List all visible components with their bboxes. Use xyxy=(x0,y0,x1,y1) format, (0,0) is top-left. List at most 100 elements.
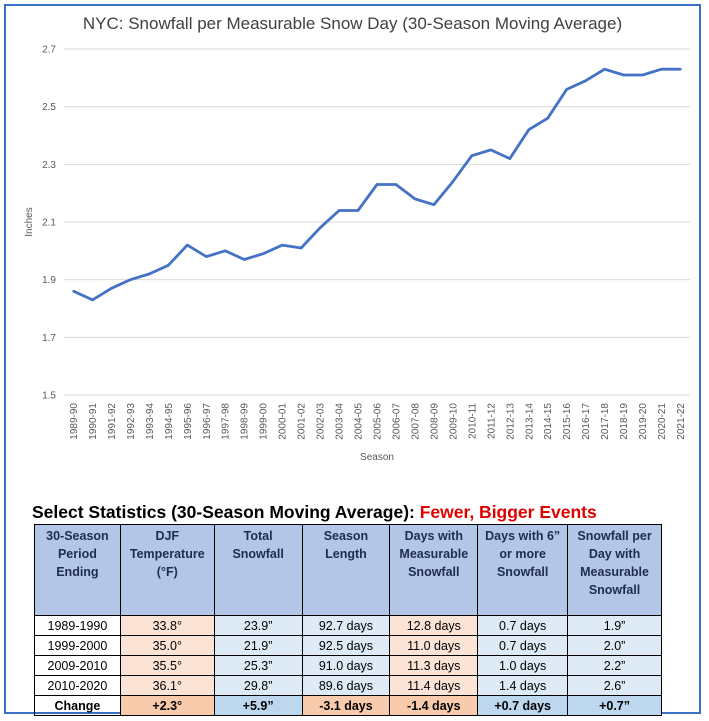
x-tick-label: 2008-09 xyxy=(429,403,440,440)
stats-title-main: Select Statistics (30-Season Moving Aver… xyxy=(32,502,420,522)
cell-days-6in: 1.4 days xyxy=(477,675,569,696)
change-row: Change +2.3° +5.9” -3.1 days -1.4 days +… xyxy=(34,695,662,716)
cell-change-total-snowfall: +5.9” xyxy=(213,695,303,716)
figure-frame: NYC: Snowfall per Measurable Snow Day (3… xyxy=(4,4,701,716)
data-point xyxy=(641,73,644,77)
x-tick-label: 2000-01 xyxy=(278,403,289,440)
header-period: 30-Season Period Ending xyxy=(34,524,121,616)
x-tick-label: 1992-93 xyxy=(126,403,137,440)
cell-temperature: 33.8° xyxy=(119,615,215,636)
x-tick-label: 2018-19 xyxy=(619,403,630,440)
x-tick-label: 2006-07 xyxy=(391,403,402,440)
cell-change-days-measurable: -1.4 days xyxy=(389,695,479,716)
data-point xyxy=(622,73,625,77)
header-days-6in: Days with 6” or more Snowfall xyxy=(477,524,569,616)
header-total-snowfall: Total Snowfall xyxy=(213,524,303,616)
cell-days-measurable: 11.4 days xyxy=(389,675,479,696)
header-days-measurable: Days with Measurable Snowfall xyxy=(389,524,479,616)
data-point xyxy=(129,278,132,281)
data-point xyxy=(584,79,587,82)
data-point xyxy=(261,252,265,255)
x-tick-label: 1996-97 xyxy=(202,403,213,440)
line-chart: 1.5 1.7 1.9 2.1 2.3 2.5 2.7 1989-90 1990-91 1991-… xyxy=(24,45,690,463)
data-point xyxy=(470,154,474,157)
x-tick-label: 1997-98 xyxy=(221,403,232,440)
data-point xyxy=(205,255,208,258)
cell-change-season-length: -3.1 days xyxy=(301,695,391,716)
x-tick-label: 2010-11 xyxy=(467,403,478,439)
x-tick-label: 2013-14 xyxy=(524,403,535,440)
x-tick-label: 2015-16 xyxy=(562,403,573,440)
data-point xyxy=(110,287,113,290)
data-point xyxy=(299,246,303,250)
data-point xyxy=(546,117,549,120)
data-point xyxy=(280,243,284,247)
table-row: 2010-2020 36.1° 29.8” 89.6 days 11.4 day… xyxy=(34,675,662,696)
cell-change-label: Change xyxy=(34,695,121,716)
chart-title: NYC: Snowfall per Measurable Snow Day (3… xyxy=(82,14,623,33)
y-axis-label: Inches xyxy=(24,207,35,236)
cell-season-length: 89.6 days xyxy=(301,675,391,696)
x-tick-label: 2002-03 xyxy=(316,403,327,440)
data-point xyxy=(413,197,417,201)
header-season-length: Season Length xyxy=(301,524,391,616)
data-point xyxy=(489,148,493,152)
cell-season-length: 91.0 days xyxy=(301,655,391,676)
x-axis-label: Season xyxy=(360,452,394,463)
cell-temperature: 36.1° xyxy=(119,675,215,696)
cell-temperature: 35.5° xyxy=(119,655,215,676)
cell-total-snowfall: 29.8” xyxy=(213,675,303,696)
cell-season-length: 92.5 days xyxy=(301,635,391,656)
cell-days-measurable: 11.0 days xyxy=(389,635,479,656)
data-point xyxy=(337,209,341,212)
cell-days-6in: 0.7 days xyxy=(477,635,569,656)
x-tick-label: 2001-02 xyxy=(297,403,308,440)
cell-days-6in: 0.7 days xyxy=(477,615,569,636)
cell-change-temperature: +2.3° xyxy=(119,695,215,716)
x-tick-label: 2020-21 xyxy=(657,403,668,440)
data-point xyxy=(356,209,360,212)
data-point xyxy=(508,157,511,160)
y-tick-label: 2.1 xyxy=(42,218,56,229)
x-tick-label: 1994-95 xyxy=(164,403,175,440)
cell-snowfall-per-day: 2.0” xyxy=(567,635,662,656)
data-point xyxy=(186,243,189,247)
data-point xyxy=(451,180,455,183)
x-tick-label: 2007-08 xyxy=(410,403,421,440)
y-tick-label: 1.7 xyxy=(42,333,56,344)
cell-total-snowfall: 25.3” xyxy=(213,655,303,676)
data-point xyxy=(148,272,151,276)
statistics-table: 30-Season Period Ending DJF Temperature … xyxy=(34,524,662,716)
x-tick-label: 1999-00 xyxy=(259,403,270,440)
x-tick-label: 2011-12 xyxy=(486,403,497,439)
x-tick-label: 1989-90 xyxy=(69,403,80,440)
y-tick-label: 2.3 xyxy=(42,160,56,171)
cell-days-6in: 1.0 days xyxy=(477,655,569,676)
cell-days-measurable: 11.3 days xyxy=(389,655,479,676)
stats-title: Select Statistics (30-Season Moving Aver… xyxy=(32,502,597,523)
cell-total-snowfall: 21.9” xyxy=(213,635,303,656)
data-point xyxy=(318,226,322,229)
table-row: 2009-2010 35.5° 25.3” 91.0 days 11.3 day… xyxy=(34,655,662,676)
x-tick-label: 2012-13 xyxy=(505,403,516,440)
x-tick-label: 1991-92 xyxy=(107,403,118,440)
data-point xyxy=(91,298,94,302)
cell-total-snowfall: 23.9” xyxy=(213,615,303,636)
x-tick-label: 2005-06 xyxy=(373,403,384,440)
x-tick-label: 2021-22 xyxy=(676,403,687,440)
table-header-row: 30-Season Period Ending DJF Temperature … xyxy=(34,524,662,616)
cell-snowfall-per-day: 1.9” xyxy=(567,615,662,636)
y-tick-label: 2.5 xyxy=(42,102,56,113)
x-tick-label: 2019-20 xyxy=(638,403,649,440)
data-point xyxy=(167,264,170,267)
cell-snowfall-per-day: 2.2” xyxy=(567,655,662,676)
header-snowfall-per-day: Snowfall per Day with Measurable Snowfal… xyxy=(567,524,662,616)
cell-days-measurable: 12.8 days xyxy=(389,615,479,636)
cell-temperature: 35.0° xyxy=(119,635,215,656)
x-tick-label: 1998-99 xyxy=(240,403,251,440)
data-point xyxy=(394,183,398,186)
cell-change-snowfall-per-day: +0.7” xyxy=(567,695,662,716)
x-tick-label: 1990-91 xyxy=(88,403,99,440)
cell-period: 2009-2010 xyxy=(34,655,121,676)
table-row: 1999-2000 35.0° 21.9” 92.5 days 11.0 day… xyxy=(34,635,662,656)
